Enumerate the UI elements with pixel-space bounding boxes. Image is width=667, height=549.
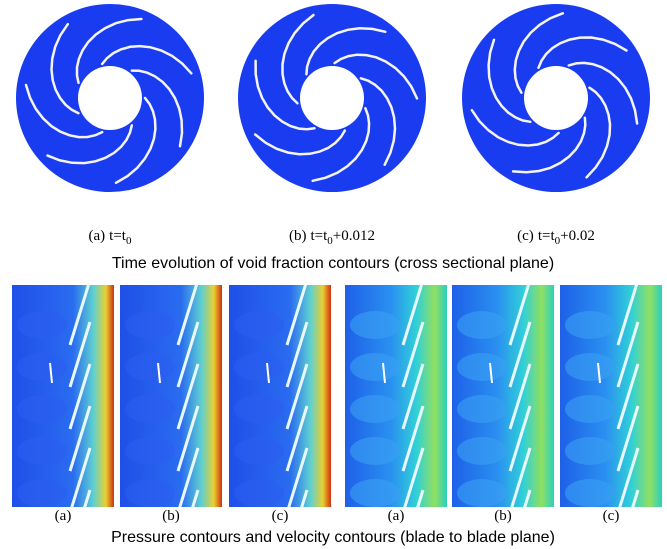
contour-blob bbox=[234, 311, 284, 339]
contour-blob bbox=[350, 437, 400, 465]
impeller bbox=[462, 4, 650, 192]
contour-blob bbox=[17, 395, 67, 423]
top-caption: Time evolution of void fraction contours… bbox=[112, 255, 554, 272]
contour-blob bbox=[565, 479, 615, 507]
impeller-hub bbox=[524, 66, 588, 130]
impeller-hub bbox=[300, 66, 364, 130]
contour-blob bbox=[350, 395, 400, 423]
panel-label: (a) bbox=[55, 508, 72, 524]
expr: t=t bbox=[310, 228, 328, 244]
contour-blob bbox=[457, 479, 507, 507]
contour-blob bbox=[350, 353, 400, 381]
contour-blob bbox=[125, 395, 175, 423]
figure-page: Time evolution of void fraction contours… bbox=[0, 0, 667, 549]
contour-blob bbox=[565, 521, 615, 549]
contour-blob bbox=[350, 311, 400, 339]
contour-blob bbox=[125, 479, 175, 507]
label: (a) bbox=[89, 228, 106, 244]
contour-blob bbox=[125, 437, 175, 465]
contour-blob bbox=[125, 353, 175, 381]
contour-blob bbox=[234, 479, 284, 507]
contour-blob bbox=[234, 437, 284, 465]
expr: t=t bbox=[109, 228, 127, 244]
panel-label: (b) bbox=[162, 508, 180, 524]
impeller-hub bbox=[78, 66, 142, 130]
contour-blob bbox=[565, 353, 615, 381]
figure: Time evolution of void fraction contours… bbox=[0, 0, 667, 549]
contour-blob bbox=[350, 479, 400, 507]
contour-blob bbox=[125, 311, 175, 339]
contour-blob bbox=[457, 395, 507, 423]
contour-blob bbox=[234, 353, 284, 381]
impeller bbox=[238, 4, 426, 192]
contour-blob bbox=[457, 353, 507, 381]
label: (b) bbox=[289, 228, 307, 244]
contour-blob bbox=[565, 311, 615, 339]
suffix: +0.02 bbox=[560, 228, 595, 244]
expr: t=t bbox=[538, 228, 556, 244]
panel-label: (b)t=t0+0.012 bbox=[289, 228, 375, 247]
panel-label: (c) bbox=[603, 508, 620, 524]
contour-blob bbox=[17, 353, 67, 381]
contour-blob bbox=[457, 437, 507, 465]
panel-label: (a)t=t0 bbox=[89, 228, 132, 247]
label: (c) bbox=[517, 228, 534, 244]
impeller bbox=[16, 4, 204, 192]
bottom-caption: Pressure contours and velocity contours … bbox=[111, 529, 555, 546]
suffix: +0.012 bbox=[333, 228, 375, 244]
contour-blob bbox=[17, 311, 67, 339]
subscript: 0 bbox=[126, 235, 132, 247]
panel-label: (b) bbox=[494, 508, 512, 524]
contour-blob bbox=[565, 395, 615, 423]
contour-blob bbox=[17, 437, 67, 465]
panel-label: (c)t=t0+0.02 bbox=[517, 228, 595, 247]
panel-label: (c) bbox=[272, 508, 289, 524]
contour-blob bbox=[17, 479, 67, 507]
contour-blob bbox=[234, 395, 284, 423]
contour-blob bbox=[457, 311, 507, 339]
panel-label: (a) bbox=[388, 508, 405, 524]
contour-blob bbox=[565, 437, 615, 465]
contour-blob bbox=[17, 521, 67, 549]
